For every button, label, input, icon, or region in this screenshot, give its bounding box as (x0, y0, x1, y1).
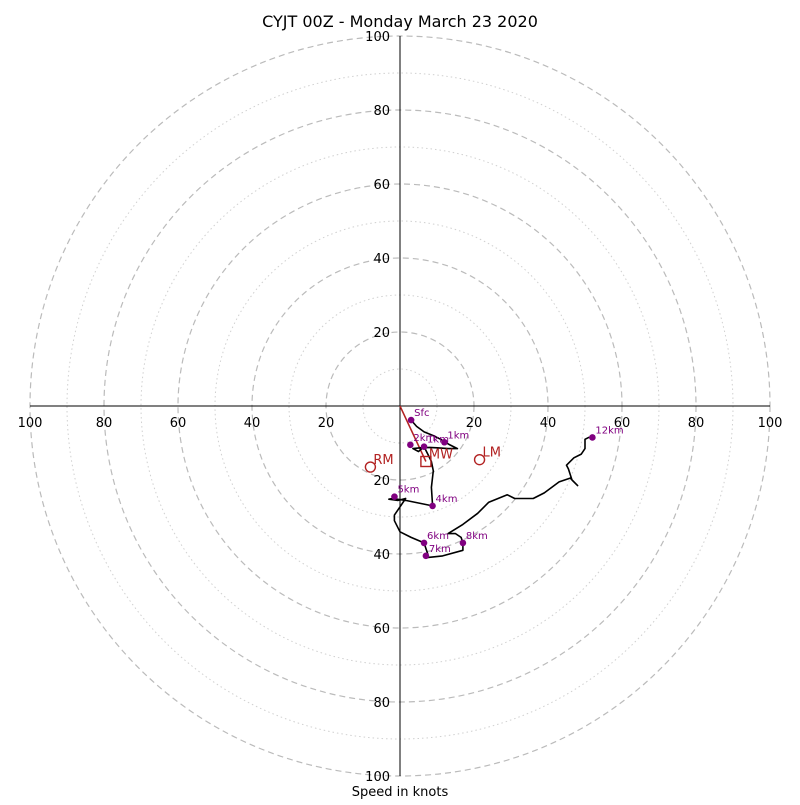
height-marker-6km-6 (420, 539, 428, 547)
tick-label-bottom-80: 80 (373, 696, 390, 711)
tick-label-bottom-20: 20 (373, 474, 390, 489)
tick-label-right-60: 60 (614, 416, 631, 431)
tick-label-left-100: 100 (18, 416, 43, 431)
tick-label-bottom-60: 60 (373, 622, 390, 637)
motion-label-rm: RM (373, 453, 393, 468)
height-marker-7km-7 (422, 552, 430, 560)
height-marker-2km-3 (407, 441, 414, 449)
tick-label-right-40: 40 (540, 416, 557, 431)
height-label-5km-5: 5km (397, 485, 419, 496)
motion-label-mw: MW (429, 448, 453, 463)
height-marker-sfc-0 (407, 416, 415, 424)
tick-label-left-40: 40 (244, 416, 261, 431)
tick-label-left-60: 60 (170, 416, 187, 431)
height-label-8km-8: 8km (466, 531, 488, 542)
tick-labels: 20 20 20 20 40 40 40 40 60 60 60 60 80 80 80 80 100 100 10… (18, 30, 783, 785)
height-label-2km-3: 2km (413, 433, 435, 444)
tick-label-right-20: 20 (466, 416, 483, 431)
chart-title: CYJT 00Z - Monday March 23 2020 (262, 12, 538, 31)
height-label-7km-7: 7km (429, 544, 451, 555)
height-label-sfc-0: Sfc (414, 408, 429, 419)
tick-label-right-100: 100 (758, 416, 783, 431)
tick-label-top-20: 20 (373, 326, 390, 341)
height-marker-5km-5 (391, 493, 398, 500)
tick-label-left-80: 80 (96, 416, 113, 431)
tick-label-bottom-40: 40 (373, 548, 390, 563)
tick-label-bottom-100: 100 (365, 770, 390, 785)
height-marker-12km-9 (589, 434, 596, 441)
height-marker-1km-2 (420, 443, 428, 451)
x-axis-label: Speed in knots (352, 785, 449, 800)
height-marker-8km-8 (459, 539, 467, 547)
motion-marker-rm (364, 461, 377, 473)
tick-label-top-40: 40 (373, 252, 390, 267)
height-label-6km-6: 6km (427, 531, 449, 542)
storm-motion-points: RM LM MW (364, 446, 501, 473)
tick-label-top-100: 100 (365, 30, 390, 45)
height-label-1km-2: 1km (427, 435, 449, 446)
motion-marker-lm (473, 453, 486, 466)
motion-label-lm: LM (483, 446, 501, 461)
height-marker-4km-4 (429, 502, 436, 510)
tick-label-top-80: 80 (373, 104, 390, 119)
tick-label-right-80: 80 (688, 416, 705, 431)
motion-marker-mw (420, 455, 432, 468)
height-marker-1km-1 (441, 438, 448, 446)
storm-motion-vector (399, 405, 427, 462)
height-label-4km-4: 4km (436, 494, 458, 505)
height-label-1km-1: 1km (447, 430, 469, 441)
height-label-12km-9: 12km (595, 425, 623, 436)
mean-wind-vector-line (399, 405, 427, 462)
tick-label-left-20: 20 (318, 416, 335, 431)
tick-label-top-60: 60 (373, 178, 390, 193)
